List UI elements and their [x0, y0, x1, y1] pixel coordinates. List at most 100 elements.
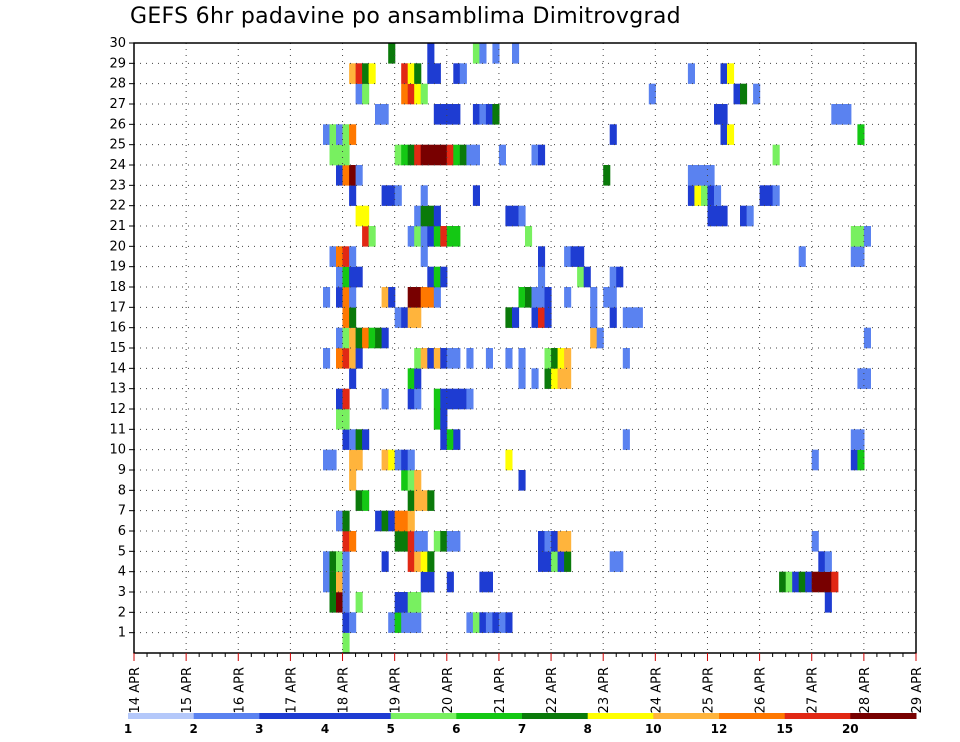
precip-cell [551, 531, 559, 552]
y-tick-label: 30 [109, 36, 126, 51]
precip-cell [635, 307, 643, 328]
precip-cell [622, 307, 630, 328]
precip-cell [381, 104, 389, 125]
precip-cell [349, 449, 357, 471]
precip-cell [329, 246, 337, 267]
gridlines [134, 43, 916, 653]
precip-cell [420, 246, 428, 267]
legend-label: 5 [387, 722, 395, 736]
y-tick-label: 26 [109, 117, 126, 132]
y-tick-label: 9 [118, 463, 126, 478]
legend-label: 7 [518, 722, 526, 736]
precip-cell [414, 592, 422, 613]
precip-cell [407, 388, 415, 410]
precip-cell [850, 246, 858, 267]
y-tick-label: 25 [109, 138, 126, 153]
precip-cell [492, 104, 500, 125]
precip-cell [362, 205, 370, 227]
precip-cell [850, 449, 858, 471]
precip-cell [609, 124, 617, 145]
precip-cell [349, 307, 357, 328]
precip-cell [701, 185, 709, 206]
precip-cell [407, 490, 415, 511]
precip-cell [433, 287, 441, 308]
precip-cell [355, 83, 363, 105]
precip-cell [362, 429, 370, 450]
y-tick-label: 11 [109, 422, 126, 437]
precip-cell [336, 571, 344, 593]
precip-cell [538, 287, 546, 308]
precip-cell [616, 551, 624, 572]
precip-cell [433, 144, 441, 166]
precip-cell [446, 104, 454, 125]
y-tick-label: 28 [109, 77, 126, 92]
y-tick-label: 20 [109, 239, 126, 254]
precip-cell [512, 205, 520, 227]
precip-cell [564, 551, 572, 572]
precip-cell [381, 510, 389, 532]
precip-cell [388, 449, 396, 471]
precip-cell [805, 571, 813, 593]
precip-cell [355, 266, 363, 288]
precip-cell [323, 449, 331, 471]
y-tick-label: 19 [109, 260, 126, 275]
precip-cell [427, 551, 435, 572]
precip-cell [440, 266, 448, 288]
x-tick-label: 15 APR [180, 667, 195, 713]
precip-cell [401, 63, 409, 84]
precip-cell [394, 185, 402, 206]
precip-cell [466, 612, 474, 633]
precip-cell [414, 551, 422, 572]
precip-cell [531, 287, 539, 308]
precip-cell [420, 551, 428, 572]
precip-cell [531, 144, 539, 166]
precip-cell [414, 83, 422, 105]
x-tick-label: 19 APR [389, 667, 404, 713]
precip-cell [342, 612, 350, 633]
precip-cell [342, 388, 350, 410]
precip-cell [714, 205, 722, 227]
legend-swatch [390, 713, 457, 719]
precip-cell [329, 449, 337, 471]
precip-cell [603, 287, 611, 308]
precip-cell [342, 551, 350, 572]
precip-cell [466, 144, 474, 166]
precip-cell [420, 531, 428, 552]
precip-cell [342, 429, 350, 450]
precip-cell [342, 165, 350, 186]
precip-cell [433, 226, 441, 247]
y-tick-label: 22 [109, 199, 126, 214]
precip-cell [407, 531, 415, 552]
precip-cell [551, 348, 559, 369]
precip-cell [466, 388, 474, 410]
precip-cell [818, 551, 826, 572]
precip-cell [427, 571, 435, 593]
precip-cell [381, 449, 389, 471]
precip-cell [407, 226, 415, 247]
precip-cell [349, 124, 357, 145]
precip-cell [394, 144, 402, 166]
legend-label: 12 [711, 722, 728, 736]
precip-cell [785, 571, 793, 593]
precip-cell [407, 307, 415, 328]
precip-cell [453, 348, 461, 369]
precip-cell [323, 287, 331, 308]
precip-cell [433, 348, 441, 369]
legend-label: 8 [584, 722, 592, 736]
precip-cell [440, 429, 448, 450]
precip-cell [837, 104, 845, 125]
y-tick-label: 10 [109, 443, 126, 458]
precip-cell [355, 592, 363, 613]
precip-cell [414, 226, 422, 247]
precip-cell [518, 205, 526, 227]
precip-cell [766, 185, 774, 206]
precip-cell [433, 205, 441, 227]
precip-cell [446, 348, 454, 369]
precip-cell [362, 490, 370, 511]
precip-cell [349, 612, 357, 633]
precip-cell [505, 205, 513, 227]
y-tick-label: 3 [118, 585, 126, 600]
precip-cell [518, 348, 526, 369]
precip-cell [375, 510, 383, 532]
